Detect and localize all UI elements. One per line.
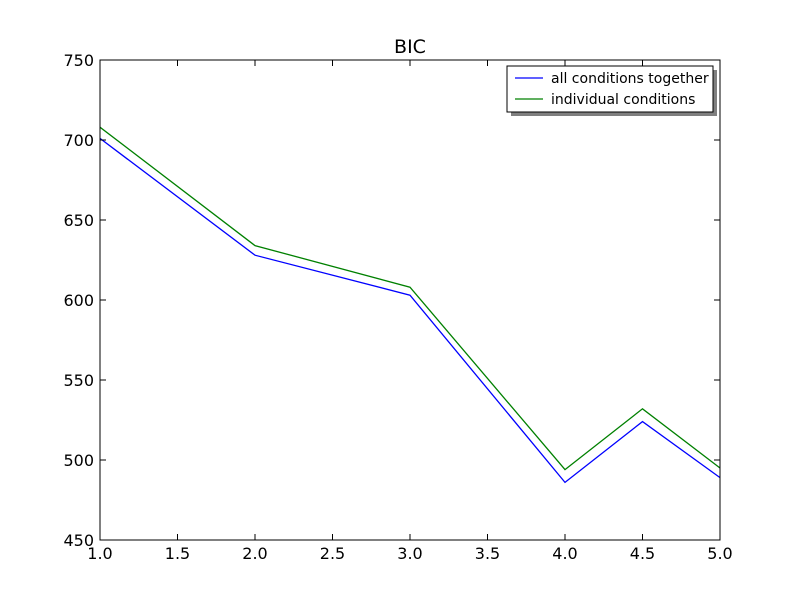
x-tick-label: 4.0 xyxy=(552,544,577,563)
x-tick-label: 2.0 xyxy=(242,544,267,563)
y-tick-label: 650 xyxy=(63,211,94,230)
x-tick-label: 3.5 xyxy=(475,544,500,563)
x-axis: 1.0 1.5 2.0 2.5 3.0 3.5 4.0 4.5 5.0 xyxy=(87,60,733,563)
legend: all conditions together individual condit… xyxy=(506,65,717,116)
x-tick-label: 3.0 xyxy=(397,544,422,563)
y-tick-label: 600 xyxy=(63,291,94,310)
y-tick-label: 450 xyxy=(63,531,94,550)
x-tick-label: 5.0 xyxy=(707,544,732,563)
series-line-1 xyxy=(99,126,721,471)
x-tick-label: 4.5 xyxy=(630,544,655,563)
series-line-0 xyxy=(99,137,721,484)
legend-box xyxy=(506,65,714,113)
y-tick-label: 750 xyxy=(63,51,94,70)
x-tick-label: 2.5 xyxy=(320,544,345,563)
legend-label-1: individual conditions xyxy=(551,92,695,108)
x-tick-label: 1.0 xyxy=(87,544,112,563)
x-tick-label: 1.5 xyxy=(165,544,190,563)
y-tick-label: 700 xyxy=(63,131,94,150)
chart-title: BIC xyxy=(394,36,426,58)
y-tick-label: 550 xyxy=(63,371,94,390)
legend-label-0: all conditions together xyxy=(551,71,709,87)
y-axis: 450 500 550 600 650 700 750 xyxy=(63,51,720,550)
y-tick-label: 500 xyxy=(63,451,94,470)
plot-area xyxy=(99,126,721,484)
